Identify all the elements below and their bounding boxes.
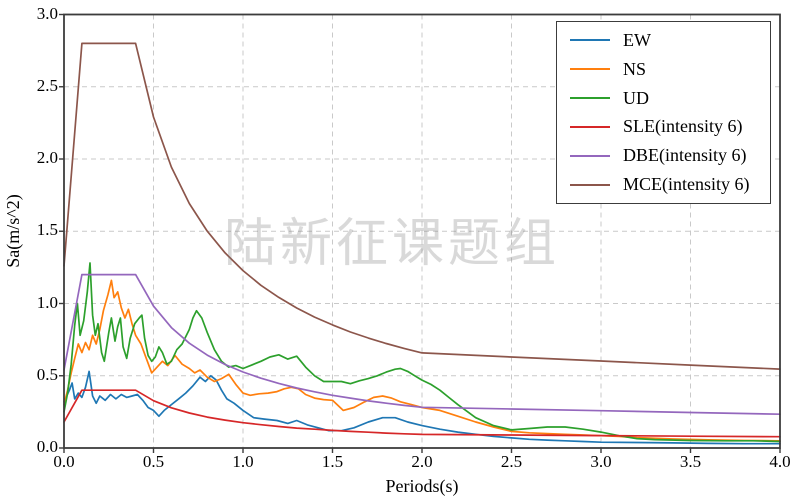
- legend-label-ud: UD: [623, 87, 649, 108]
- series-line-sle-intensity-6-: [63, 389, 781, 438]
- y-axis-label: Sa(m/s^2): [3, 194, 23, 268]
- series-line-mce-intensity-6-: [63, 42, 781, 370]
- legend-line-ns-swatch: [570, 68, 610, 71]
- legend: EW NS UD SLE(intensity 6) DBE(intensity …: [556, 21, 771, 204]
- series-line-dbe-intensity-6-: [63, 273, 781, 416]
- legend-line-dbe-swatch: [570, 154, 610, 157]
- series-line-ew: [63, 370, 781, 445]
- legend-label-ns: NS: [623, 58, 647, 79]
- legend-entry-dbe: DBE(intensity 6): [557, 143, 770, 169]
- legend-line-ud-swatch: [570, 97, 610, 100]
- legend-entry-sle: SLE(intensity 6): [557, 114, 770, 140]
- legend-line-sle-swatch: [570, 125, 610, 128]
- legend-entry-ns: NS: [557, 56, 770, 82]
- legend-entry-ew: EW: [557, 27, 770, 53]
- legend-label-ew: EW: [623, 29, 651, 50]
- series-line-ns: [63, 279, 781, 442]
- legend-label-dbe: DBE(intensity 6): [623, 145, 747, 166]
- legend-line-mce-swatch: [570, 183, 610, 186]
- x-axis-label: Periods(s): [385, 476, 459, 496]
- legend-entry-mce: MCE(intensity 6): [557, 172, 770, 198]
- legend-line-ew-swatch: [570, 39, 610, 42]
- series-line-ud: [63, 262, 781, 443]
- legend-entry-ud: UD: [557, 85, 770, 111]
- legend-label-sle: SLE(intensity 6): [623, 116, 743, 137]
- legend-label-mce: MCE(intensity 6): [623, 174, 750, 195]
